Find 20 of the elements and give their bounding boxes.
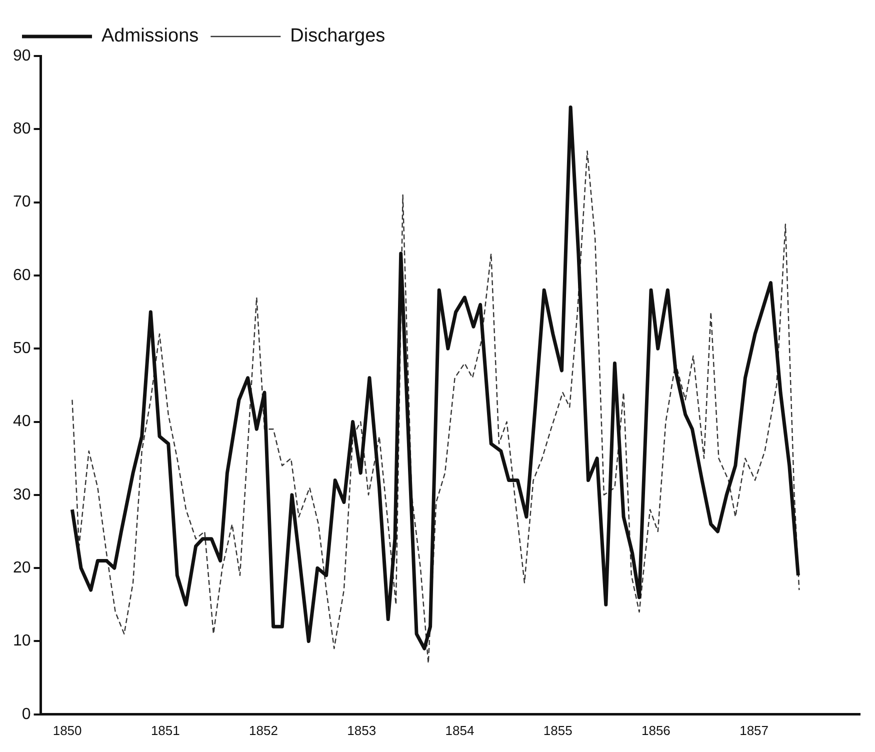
x-tick-label: 1854 <box>445 722 474 738</box>
x-tick-label: 1851 <box>150 722 180 738</box>
y-tick-label: 50 <box>13 340 31 358</box>
y-tick-label: 0 <box>22 706 31 723</box>
x-tick-label: 1852 <box>249 722 278 738</box>
y-tick-label: 90 <box>13 47 31 64</box>
y-tick-label: 30 <box>13 486 31 504</box>
legend-label: Discharges <box>290 26 386 47</box>
x-tick-label: 1853 <box>347 722 376 738</box>
x-tick-label: 1855 <box>543 722 572 738</box>
x-tick-label: 1857 <box>740 722 769 738</box>
x-tick-label: 1850 <box>52 722 82 738</box>
y-tick-label: 80 <box>13 120 31 138</box>
y-tick-label: 60 <box>13 266 31 284</box>
y-tick-label: 10 <box>13 632 31 650</box>
x-tick-label: 1856 <box>641 722 670 738</box>
y-tick-label: 20 <box>13 559 31 576</box>
y-tick-label: 70 <box>13 194 31 211</box>
y-tick-label: 40 <box>13 413 31 430</box>
legend-label: Admissions <box>102 26 199 47</box>
